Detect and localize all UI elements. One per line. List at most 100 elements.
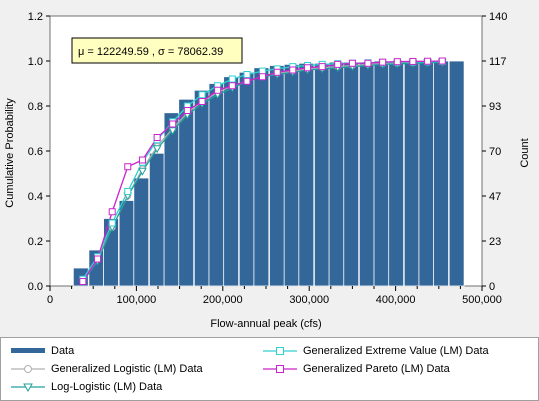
stats-annotation-text: μ = 122249.59 , σ = 78062.39 xyxy=(78,46,223,58)
y-axis-title: Cumulative Probability xyxy=(4,98,16,208)
marker-loglogistic xyxy=(168,127,178,136)
marker-pareto xyxy=(303,64,311,72)
legend-item-loglogistic: Log-Logistic (LM) Data xyxy=(11,379,162,395)
marker-gev xyxy=(124,188,132,195)
circle-marker-icon xyxy=(11,365,45,373)
square-marker-icon xyxy=(263,365,297,373)
y2-tick-label: 47 xyxy=(489,191,501,203)
chart-area: 0 100,000 200,000 300,000 400,000 500,000 0.0… xyxy=(4,11,531,330)
marker-pareto xyxy=(438,57,446,65)
marker-pareto xyxy=(198,98,206,105)
marker-pareto xyxy=(259,73,267,81)
y2-axis-title: Count xyxy=(519,138,531,167)
y-tick-label: 0.4 xyxy=(28,191,43,203)
y2-tick-label: 23 xyxy=(489,236,501,248)
x-tick-label: 200,000 xyxy=(203,294,243,306)
marker-pareto xyxy=(424,57,432,65)
y2-tick-label: 117 xyxy=(489,56,507,68)
histogram-bar xyxy=(388,60,405,287)
histogram-bar xyxy=(328,61,345,287)
marker-pareto xyxy=(214,86,222,94)
y-tick-label: 0.8 xyxy=(28,101,43,113)
triangle-marker-icon xyxy=(11,383,45,393)
y-tick-label: 1.2 xyxy=(28,11,43,23)
legend: Data Generalized Logistic (LM) Data Log-… xyxy=(0,337,539,401)
legend-item-logistic: Generalized Logistic (LM) Data xyxy=(11,361,203,377)
legend-label-pareto: Generalized Pareto (LM) Data xyxy=(303,363,450,375)
legend-label-logistic: Generalized Logistic (LM) Data xyxy=(51,363,203,375)
x-tick-label: 400,000 xyxy=(376,294,416,306)
marker-gev xyxy=(108,219,116,227)
marker-pareto xyxy=(393,58,401,66)
marker-pareto xyxy=(138,156,146,164)
legend-item-data: Data xyxy=(11,343,74,359)
histogram-bar xyxy=(208,83,225,287)
histogram-bar xyxy=(269,65,285,287)
marker-pareto xyxy=(334,60,342,68)
legend-label-loglogistic: Log-Logistic (LM) Data xyxy=(51,381,163,393)
x-tick-label: 300,000 xyxy=(289,294,329,306)
marker-pareto xyxy=(94,255,102,263)
histogram-bar xyxy=(238,71,255,287)
y-axis-left: 0.0 0.2 0.4 0.6 0.8 1.0 1.2 xyxy=(28,11,50,293)
marker-pareto xyxy=(79,278,87,285)
marker-loglogistic xyxy=(152,145,162,154)
marker-gev xyxy=(198,91,206,99)
stats-annotation: μ = 122249.59 , σ = 78062.39 xyxy=(71,37,243,64)
marker-pareto xyxy=(153,134,161,141)
histogram-bar xyxy=(253,67,270,287)
legend-label-gev: Generalized Extreme Value (LM) Data xyxy=(303,345,489,357)
marker-pareto xyxy=(364,59,372,67)
marker-pareto xyxy=(124,163,132,171)
y-axis-right: 0 23 47 70 93 117 140 xyxy=(482,11,507,293)
histogram-bar xyxy=(403,60,420,287)
marker-gev xyxy=(228,75,236,83)
histogram-bar xyxy=(178,98,195,287)
marker-loglogistic xyxy=(138,167,147,176)
marker-pareto xyxy=(273,68,281,76)
marker-gev xyxy=(243,71,251,78)
histogram-bar xyxy=(148,152,165,287)
legend-item-pareto: Generalized Pareto (LM) Data xyxy=(263,361,450,377)
y2-tick-label: 70 xyxy=(489,146,501,158)
x-tick-label: 500,000 xyxy=(462,294,502,306)
marker-pareto xyxy=(228,82,236,90)
marker-pareto xyxy=(169,120,177,128)
histogram-bar xyxy=(433,60,449,287)
x-tick-label: 100,000 xyxy=(117,294,157,306)
histogram-bar xyxy=(418,60,435,287)
y2-tick-label: 140 xyxy=(489,11,507,23)
histogram-bar xyxy=(118,200,135,287)
y-tick-label: 1.0 xyxy=(28,56,43,68)
histogram-bar xyxy=(283,63,300,287)
histogram-bar xyxy=(193,89,210,287)
legend-item-gev: Generalized Extreme Value (LM) Data xyxy=(263,343,489,359)
y2-tick-label: 0 xyxy=(489,281,495,293)
histogram-bar xyxy=(223,76,240,287)
marker-pareto xyxy=(183,107,191,114)
histogram-bars xyxy=(72,60,465,287)
legend-label-data: Data xyxy=(51,345,75,357)
x-tick-label: 0 xyxy=(47,294,53,306)
y-tick-label: 0.0 xyxy=(28,281,43,293)
marker-pareto xyxy=(379,58,387,66)
histogram-bar xyxy=(358,61,375,287)
x-axis-title: Flow-annual peak (cfs) xyxy=(210,318,321,330)
marker-pareto xyxy=(318,63,326,71)
histogram-bar xyxy=(373,60,390,287)
x-axis: 0 100,000 200,000 300,000 400,000 500,000 xyxy=(47,286,502,306)
y2-tick-label: 93 xyxy=(489,101,501,113)
marker-pareto xyxy=(409,57,417,65)
y-tick-label: 0.2 xyxy=(28,236,43,248)
histogram-bar xyxy=(343,61,360,287)
y-tick-label: 0.6 xyxy=(28,146,43,158)
marker-pareto xyxy=(289,66,297,74)
histogram-bar xyxy=(298,62,315,287)
bar-swatch-icon xyxy=(11,348,45,353)
histogram-bar xyxy=(133,177,150,287)
marker-pareto xyxy=(243,77,251,85)
fit-markers xyxy=(78,57,447,287)
square-marker-icon xyxy=(263,347,297,355)
marker-gev xyxy=(259,67,267,75)
marker-pareto xyxy=(348,59,356,67)
